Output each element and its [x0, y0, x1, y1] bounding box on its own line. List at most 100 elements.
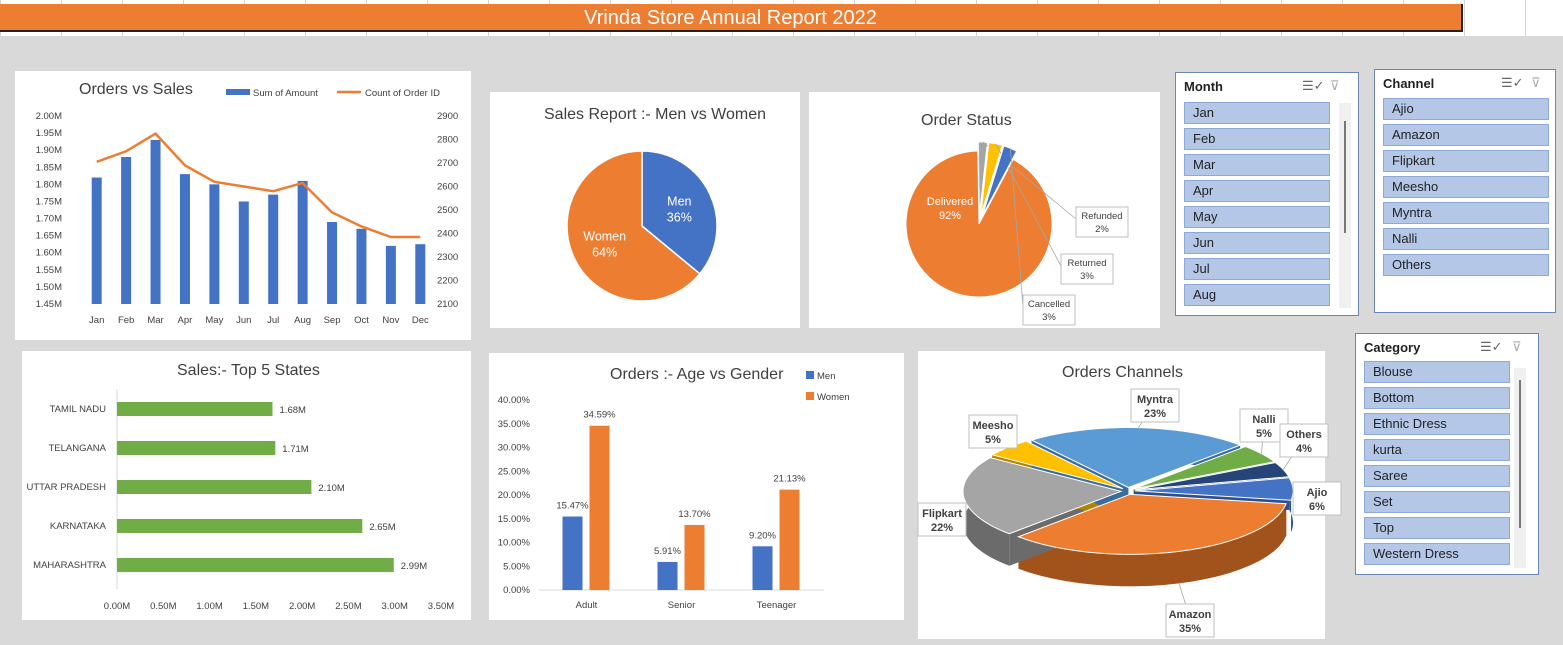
- slicer-item-set[interactable]: Set: [1364, 491, 1510, 513]
- x-tick-label: 3.50M: [428, 601, 454, 612]
- slicer-item-top[interactable]: Top: [1364, 517, 1510, 539]
- slice-value: 5%: [1256, 428, 1272, 440]
- chart-title: Orders Channels: [1062, 364, 1183, 381]
- data-label: 1.68M: [280, 405, 306, 416]
- slice-value: 22%: [931, 522, 953, 534]
- order-status-chart[interactable]: Order Status Delivered 92% Refunded 2% Retur…: [809, 92, 1160, 328]
- x-tick-label: Adult: [576, 600, 598, 611]
- x-tick-label: 0.50M: [150, 601, 176, 612]
- multi-select-icon[interactable]: ☰✓: [1501, 75, 1524, 90]
- clear-filter-icon[interactable]: ⊽: [1531, 75, 1541, 90]
- slicer-item-ajio[interactable]: Ajio: [1383, 98, 1549, 120]
- bar-sum-of-amount: [121, 157, 132, 304]
- callout-box: [1292, 481, 1342, 516]
- slice-label: Returned: [1067, 258, 1106, 269]
- orders-channels-plot: Amazon 35% Flipkart 22% Meesho 5% Myntra 23% Nal…: [917, 388, 1342, 638]
- slicer-item-amazon[interactable]: Amazon: [1383, 124, 1549, 146]
- orders-channels-chart[interactable]: Orders Channels Amazon 35% Flipkart 22% Mees…: [917, 351, 1342, 639]
- slice-value: 64%: [592, 246, 617, 260]
- pie-slice-nalli: [1133, 445, 1276, 490]
- bar-sum-of-amount: [91, 177, 102, 304]
- chart-title: Orders :- Age vs Gender: [610, 366, 784, 383]
- y-tick-label-left: 1.55M: [36, 265, 62, 276]
- slicer-item-feb[interactable]: Feb: [1184, 128, 1330, 150]
- y-tick-label-left: 1.45M: [36, 299, 62, 310]
- category-slicer[interactable]: Category ☰✓ ⊽ Blouse Bottom Ethnic Dress ku…: [1355, 333, 1539, 575]
- slicer-item-bottom[interactable]: Bottom: [1364, 387, 1510, 409]
- men-vs-women-chart[interactable]: Sales Report :- Men vs Women Men 36% Women…: [490, 92, 800, 328]
- slicer-item-blouse[interactable]: Blouse: [1364, 361, 1510, 383]
- x-tick-label: 1.00M: [196, 601, 222, 612]
- orders-vs-sales-chart[interactable]: Orders vs Sales 1.45M 1.50M 1.55M 1.60M 1.65…: [15, 71, 471, 340]
- clear-filter-icon[interactable]: ⊽: [1330, 78, 1340, 93]
- slice-value: 23%: [1144, 408, 1166, 420]
- age-vs-gender-plot: 0.00% 5.00% 10.00% 15.00% 20.00% 25.00% 30.00%…: [498, 371, 850, 611]
- data-label: 1.71M: [282, 444, 308, 455]
- slice-label: Meesho: [973, 420, 1014, 432]
- age-vs-gender-chart[interactable]: Orders :- Age vs Gender 0.00% 5.00% 10.00%…: [489, 353, 904, 620]
- slicer-title: Category: [1364, 340, 1421, 355]
- slicer-item-aug[interactable]: Aug: [1184, 284, 1330, 306]
- slicer-item-nalli[interactable]: Nalli: [1383, 228, 1549, 250]
- slice-label: Ajio: [1307, 487, 1328, 499]
- slicer-scrollbar[interactable]: [1339, 103, 1351, 308]
- y-tick-label-right: 2200: [437, 276, 458, 287]
- y-tick-label: 15.00%: [498, 514, 531, 525]
- callout-box: [1060, 253, 1114, 285]
- clear-filter-icon[interactable]: ⊽: [1512, 339, 1522, 354]
- slicer-scrollbar[interactable]: [1514, 368, 1526, 568]
- multi-select-icon[interactable]: ☰✓: [1480, 339, 1503, 354]
- x-tick-label: Mar: [147, 315, 163, 326]
- slicer-item-others[interactable]: Others: [1383, 254, 1549, 276]
- bar-state: [117, 402, 273, 416]
- y-tick-label-left: 1.80M: [36, 179, 62, 190]
- slicer-item-may[interactable]: May: [1184, 206, 1330, 228]
- callout-box: [1130, 388, 1180, 423]
- slice-label: Delivered: [927, 196, 973, 208]
- bar-sum-of-amount: [327, 221, 338, 304]
- data-label: 2.10M: [318, 483, 344, 494]
- x-tick-label: 1.50M: [243, 601, 269, 612]
- slice-label: Amazon: [1169, 609, 1212, 621]
- y-tick-label-left: 1.85M: [36, 162, 62, 173]
- y-tick-label: UTTAR PRADESH: [26, 482, 106, 493]
- x-tick-label: Sep: [324, 315, 341, 326]
- slicer-item-ethnic-dress[interactable]: Ethnic Dress: [1364, 413, 1510, 435]
- y-tick-label-right: 2700: [437, 158, 458, 169]
- slicer-item-apr[interactable]: Apr: [1184, 180, 1330, 202]
- y-tick-label: KARNATAKA: [50, 521, 107, 532]
- top-states-chart[interactable]: Sales:- Top 5 States TAMIL NADU 1.68M TELA…: [22, 351, 471, 620]
- slice-label: Men: [667, 194, 691, 208]
- pie-slice-myntra: [1030, 427, 1242, 489]
- slicer-item-saree[interactable]: Saree: [1364, 465, 1510, 487]
- multi-select-icon[interactable]: ☰✓: [1302, 78, 1325, 93]
- slicer-item-flipkart[interactable]: Flipkart: [1383, 150, 1549, 172]
- chart-title: Sales:- Top 5 States: [177, 362, 320, 379]
- data-label: 34.59%: [583, 410, 616, 421]
- legend-swatch: [806, 392, 814, 400]
- slicer-item-jul[interactable]: Jul: [1184, 258, 1330, 280]
- slicer-item-kurta[interactable]: kurta: [1364, 439, 1510, 461]
- slice-label: Nalli: [1252, 414, 1275, 426]
- y-tick-label-right: 2300: [437, 252, 458, 263]
- pie-slice-amazon: [1016, 493, 1288, 555]
- slicer-item-jun[interactable]: Jun: [1184, 232, 1330, 254]
- slicer-item-meesho[interactable]: Meesho: [1383, 176, 1549, 198]
- callout-box: [968, 414, 1018, 449]
- slicer-item-western-dress[interactable]: Western Dress: [1364, 543, 1510, 565]
- month-slicer[interactable]: Month ☰✓ ⊽ Jan Feb Mar Apr May Jun Jul Aug: [1175, 72, 1359, 316]
- bar-men: [657, 561, 678, 590]
- data-label: 21.13%: [773, 474, 806, 485]
- slice-value: 4%: [1296, 443, 1312, 455]
- slicer-item-mar[interactable]: Mar: [1184, 154, 1330, 176]
- y-tick-label: TAMIL NADU: [50, 404, 107, 415]
- x-tick-label: Jan: [89, 315, 104, 326]
- slicer-item-jan[interactable]: Jan: [1184, 102, 1330, 124]
- y-tick-label-left: 1.50M: [36, 282, 62, 293]
- channel-slicer[interactable]: Channel ☰✓ ⊽ Ajio Amazon Flipkart Meesho Myn…: [1374, 69, 1556, 313]
- bar-women: [684, 524, 705, 590]
- slice-value: 3%: [1042, 312, 1056, 323]
- legend-label: Women: [817, 392, 850, 403]
- slicer-item-myntra[interactable]: Myntra: [1383, 202, 1549, 224]
- slice-value: 92%: [939, 210, 961, 222]
